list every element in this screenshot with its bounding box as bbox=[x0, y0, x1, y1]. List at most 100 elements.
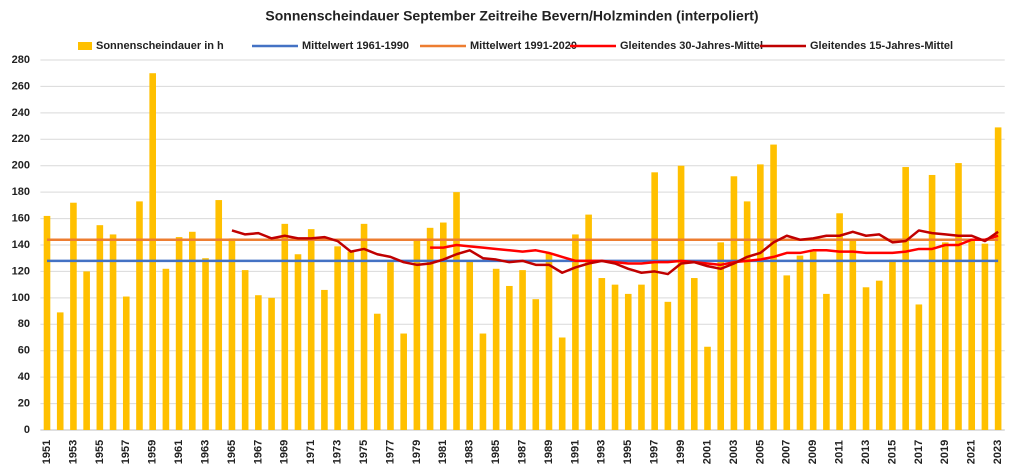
x-tick-label: 1959 bbox=[147, 440, 159, 464]
x-tick-label: 1969 bbox=[279, 440, 291, 464]
x-tick-label: 1981 bbox=[437, 440, 449, 464]
y-tick-label: 100 bbox=[12, 292, 30, 304]
y-tick-label: 0 bbox=[24, 424, 30, 436]
x-tick-label: 1973 bbox=[332, 440, 344, 464]
bar bbox=[823, 293, 830, 430]
y-tick-label: 260 bbox=[12, 80, 30, 92]
bar bbox=[862, 287, 870, 430]
bar bbox=[136, 201, 143, 430]
bar bbox=[598, 278, 606, 430]
line bbox=[430, 234, 999, 267]
x-tick-label: 1993 bbox=[596, 440, 608, 464]
x-tick-label: 1989 bbox=[543, 440, 555, 464]
x-tick-label: 2007 bbox=[781, 440, 793, 464]
bar bbox=[968, 239, 976, 430]
bar bbox=[638, 284, 645, 430]
bar bbox=[109, 234, 117, 430]
x-tick-label: 2015 bbox=[886, 440, 898, 464]
x-tick-label: 1979 bbox=[411, 440, 423, 464]
bar bbox=[677, 165, 685, 430]
bar bbox=[532, 299, 540, 430]
bar bbox=[902, 167, 909, 431]
x-tick-label: 2019 bbox=[939, 440, 951, 464]
x-tick-label: 2013 bbox=[860, 440, 872, 464]
legend-label: Gleitendes 15-Jahres-Mittel bbox=[810, 40, 953, 52]
bar bbox=[955, 163, 962, 431]
bar bbox=[466, 260, 474, 430]
bar bbox=[453, 192, 460, 430]
x-tick-label: 1987 bbox=[516, 440, 528, 464]
y-tick-label: 240 bbox=[12, 107, 30, 119]
bar bbox=[849, 239, 857, 430]
bar bbox=[347, 251, 355, 430]
x-tick-label: 1953 bbox=[67, 440, 79, 464]
y-tick-label: 20 bbox=[18, 397, 30, 409]
bar bbox=[202, 258, 209, 430]
bar bbox=[43, 215, 51, 430]
bar bbox=[796, 255, 804, 430]
bar bbox=[307, 229, 315, 430]
x-tick-label: 1955 bbox=[94, 440, 106, 464]
bar bbox=[122, 296, 130, 430]
bar bbox=[717, 242, 725, 430]
y-tick-label: 40 bbox=[18, 371, 30, 383]
x-tick-label: 2021 bbox=[966, 440, 978, 464]
legend-label: Sonnenscheindauer in h bbox=[96, 40, 224, 52]
bar bbox=[400, 333, 407, 430]
bar bbox=[426, 227, 434, 430]
bar bbox=[360, 223, 368, 430]
legend-swatch bbox=[78, 42, 92, 50]
bar bbox=[730, 176, 738, 430]
bar bbox=[96, 225, 104, 430]
x-tick-label: 1975 bbox=[358, 440, 370, 464]
y-tick-label: 140 bbox=[12, 239, 30, 251]
x-tick-label: 1965 bbox=[226, 440, 238, 464]
x-tick-label: 1991 bbox=[569, 440, 581, 464]
bar bbox=[175, 237, 183, 430]
bar bbox=[255, 295, 262, 430]
bar bbox=[268, 297, 275, 430]
y-tick-label: 60 bbox=[18, 345, 30, 357]
x-tick-label: 1995 bbox=[622, 440, 634, 464]
x-tick-label: 2017 bbox=[913, 440, 925, 464]
x-tick-label: 1961 bbox=[173, 440, 185, 464]
bar bbox=[994, 127, 1002, 431]
bar bbox=[149, 73, 156, 430]
bar bbox=[215, 200, 223, 430]
bar bbox=[281, 223, 289, 430]
x-tick-label: 1997 bbox=[649, 440, 661, 464]
chart-title: Sonnenscheindauer September Zeitreihe Be… bbox=[265, 8, 758, 24]
bar bbox=[783, 275, 791, 430]
bar bbox=[585, 214, 592, 430]
bar bbox=[506, 285, 513, 430]
bar bbox=[941, 242, 949, 430]
bar bbox=[83, 271, 90, 430]
bar bbox=[241, 270, 249, 430]
x-tick-label: 1977 bbox=[384, 440, 396, 464]
bar bbox=[889, 259, 896, 430]
y-tick-label: 160 bbox=[12, 212, 30, 224]
y-tick-label: 180 bbox=[12, 186, 30, 198]
bar bbox=[545, 252, 553, 430]
bar bbox=[770, 144, 777, 431]
y-tick-label: 220 bbox=[12, 133, 30, 145]
bar bbox=[809, 251, 817, 430]
bar bbox=[875, 280, 883, 430]
bar bbox=[928, 174, 936, 430]
bar bbox=[611, 284, 619, 430]
bar bbox=[56, 312, 64, 430]
bar bbox=[981, 243, 989, 430]
bar bbox=[704, 346, 711, 430]
bar bbox=[162, 268, 170, 430]
x-tick-label: 2005 bbox=[754, 440, 766, 464]
bar bbox=[651, 172, 658, 431]
y-tick-label: 200 bbox=[12, 160, 30, 172]
bar bbox=[572, 234, 579, 430]
bar bbox=[440, 222, 447, 430]
x-tick-label: 1951 bbox=[41, 440, 53, 464]
bar bbox=[387, 262, 394, 430]
bar bbox=[479, 333, 487, 430]
x-tick-label: 2003 bbox=[728, 440, 740, 464]
x-tick-label: 1983 bbox=[464, 440, 476, 464]
